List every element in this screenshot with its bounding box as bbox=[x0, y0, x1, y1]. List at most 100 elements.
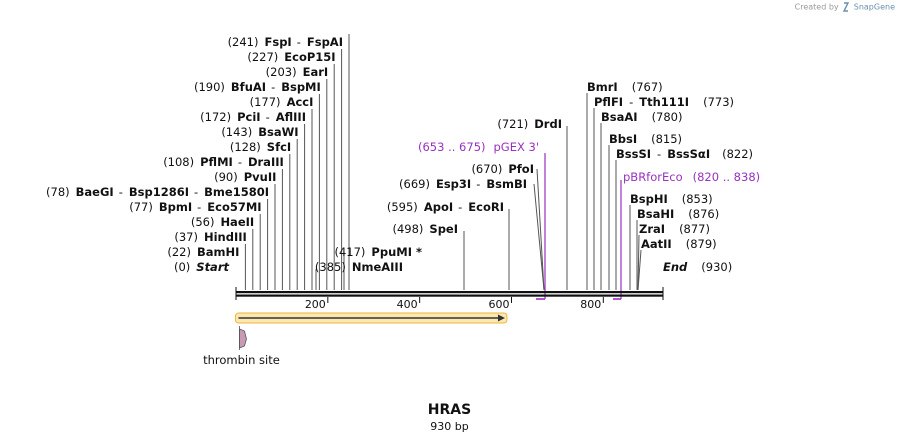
site-enzyme-apoi-1: EcoRI bbox=[468, 200, 504, 214]
site-enzyme-end-0: End bbox=[663, 260, 688, 274]
site-pos-bmri: (767) bbox=[632, 80, 663, 94]
site-pos-pcii: (172) bbox=[200, 110, 231, 124]
site-label-bsahi: BsaHI (876) bbox=[637, 207, 719, 221]
site-enzyme-eari-0: EarI bbox=[303, 65, 329, 79]
feature-track: thrombin site bbox=[203, 312, 508, 367]
site-enzyme-fspi-0: FspI bbox=[265, 35, 292, 49]
site-pos-aatii: (879) bbox=[686, 237, 717, 251]
site-enzyme-pflfi-0: PflFI bbox=[594, 95, 623, 109]
site-pos-fspi: (241) bbox=[228, 35, 259, 49]
site-enzyme-pfoi-0: PfoI bbox=[508, 162, 534, 176]
site-enzyme-pcii-1: AflIII bbox=[276, 110, 306, 124]
thrombin-site-label: thrombin site bbox=[203, 353, 280, 367]
ruler-ticks: 200 400 600 800 bbox=[305, 297, 604, 311]
site-enzyme-esp3i-1: BsmBI bbox=[486, 177, 527, 191]
site-pos-bsaai: (780) bbox=[652, 110, 683, 124]
site-enzyme-zrai-0: ZraI bbox=[639, 222, 665, 236]
site-enzyme-pflmi-1: DraIII bbox=[248, 155, 284, 169]
cut-line-zrai bbox=[637, 234, 640, 291]
site-label-bpmi: (77) BpmI - Eco57MI bbox=[129, 200, 261, 214]
site-enzyme-pflmi-0: PflMI bbox=[200, 155, 233, 169]
site-pos-ppumi: (417) bbox=[334, 245, 365, 259]
site-label-pflmi: (108) PflMI - DraIII bbox=[163, 155, 284, 169]
site-pos-sfci: (128) bbox=[230, 140, 261, 154]
site-label-ecop15i: (227) EcoP15I bbox=[247, 50, 335, 64]
site-label-bsssi: BssSI - BssSαI (822) bbox=[616, 147, 753, 161]
site-pos-apoi: (595) bbox=[387, 200, 418, 214]
site-sep-esp3i-1: - bbox=[476, 177, 480, 191]
primer-label-pgex3: (653 .. 675) pGEX 3' bbox=[418, 140, 539, 154]
site-enzyme-hindiii-0: HindIII bbox=[204, 230, 247, 244]
site-pos-pflmi: (108) bbox=[163, 155, 194, 169]
site-label-nmeaiii: (385) NmeAIII bbox=[315, 260, 403, 274]
tick-label-600: 600 bbox=[488, 298, 509, 311]
site-pos-bbsi: (815) bbox=[651, 132, 682, 146]
site-enzyme-fspi-1: FspAI bbox=[307, 35, 343, 49]
site-enzyme-sfci-0: SfcI bbox=[267, 140, 291, 154]
site-sep-pflfi-1: - bbox=[629, 95, 633, 109]
site-enzyme-start-0: Start bbox=[196, 260, 229, 274]
site-enzyme-apoi-0: ApoI bbox=[424, 200, 453, 214]
site-pos-zrai: (877) bbox=[679, 222, 710, 236]
site-enzyme-pflfi-1: Tth111I bbox=[639, 95, 689, 109]
site-enzyme-ecop15i-0: EcoP15I bbox=[284, 50, 335, 64]
site-label-sfci: (128) SfcI bbox=[230, 140, 291, 154]
site-pos-bsawi: (143) bbox=[221, 125, 252, 139]
site-enzyme-pvuii-0: PvuII bbox=[244, 170, 277, 184]
site-sep-pflmi-1: - bbox=[238, 155, 242, 169]
site-sep-bsssi-1: - bbox=[657, 147, 661, 161]
site-enzyme-bsaai-0: BsaAI bbox=[601, 110, 638, 124]
primer-label-pbrforeco: pBRforEco (820 .. 838) bbox=[623, 170, 760, 184]
tick-label-200: 200 bbox=[305, 298, 326, 311]
site-pos-ecop15i: (227) bbox=[247, 50, 278, 64]
site-label-baegi: (78) BaeGI - Bsp1286I - Bme1580I bbox=[46, 185, 269, 199]
cut-line-esp3i bbox=[533, 183, 545, 291]
site-label-eari: (203) EarI bbox=[266, 65, 329, 79]
site-label-bsawi: (143) BsaWI bbox=[221, 125, 298, 139]
cut-site-lines bbox=[244, 34, 642, 291]
credit-text: Created by bbox=[794, 2, 839, 12]
tick-label-800: 800 bbox=[580, 298, 601, 311]
snapgene-credit: Created by SnapGene bbox=[795, 2, 895, 12]
site-sep-baegi-1: - bbox=[119, 185, 123, 199]
primer-annotations: (653 .. 675) pGEX 3' pBRforEco (820 .. 838) bbox=[418, 140, 760, 300]
site-label-apoi: (595) ApoI - EcoRI bbox=[387, 200, 504, 214]
cut-line-aatii bbox=[637, 249, 642, 291]
site-sep-apoi-1: - bbox=[458, 200, 462, 214]
site-label-bbsi: BbsI (815) bbox=[609, 132, 682, 146]
site-pos-haeii: (56) bbox=[191, 215, 215, 229]
credit-brand: SnapGene bbox=[853, 2, 895, 12]
site-pos-bfuai: (190) bbox=[194, 80, 225, 94]
site-pos-eari: (203) bbox=[266, 65, 297, 79]
site-enzyme-bpmi-1: Eco57MI bbox=[207, 200, 261, 214]
site-label-hindiii: (37) HindIII bbox=[174, 230, 246, 244]
site-pos-esp3i: (669) bbox=[399, 177, 430, 191]
orf-arrow-head bbox=[497, 314, 505, 322]
site-sep-bfuai-1: - bbox=[271, 80, 275, 94]
site-label-bfuai: (190) BfuAI - BspMI bbox=[194, 80, 321, 94]
site-pos-spei: (498) bbox=[392, 222, 423, 236]
site-label-start: (0) Start bbox=[174, 260, 230, 274]
site-enzyme-baegi-2: Bme1580I bbox=[204, 185, 269, 199]
site-enzyme-bfuai-0: BfuAI bbox=[231, 80, 266, 94]
site-label-bsaai: BsaAI (780) bbox=[601, 110, 683, 124]
site-pos-bsssi: (822) bbox=[722, 147, 753, 161]
site-label-pflfi: PflFI - Tth111I (773) bbox=[594, 95, 734, 109]
snapgene-logo-icon bbox=[843, 2, 850, 12]
site-enzyme-bsahi-0: BsaHI bbox=[637, 207, 674, 221]
cut-site-labels: (0) Start(22) BamHI(37) HindIII(56) HaeII(77… bbox=[46, 35, 753, 274]
site-pos-start: (0) bbox=[174, 260, 190, 274]
site-enzyme-baegi-1: Bsp1286I bbox=[129, 185, 189, 199]
site-label-acci: (177) AccI bbox=[250, 95, 314, 109]
site-enzyme-drdi-0: DrdI bbox=[534, 117, 562, 131]
site-label-spei: (498) SpeI bbox=[392, 222, 458, 236]
backbone-top-strand bbox=[236, 291, 663, 294]
primer-name-pgex3: pGEX 3' bbox=[494, 140, 540, 154]
site-enzyme-pcii-0: PciI bbox=[237, 110, 260, 124]
primer-name-pbrforeco: (820 .. 838) bbox=[693, 170, 761, 184]
site-enzyme-ppumi-0: PpuMI * bbox=[371, 245, 422, 259]
sequence-map: (0) Start(22) BamHI(37) HindIII(56) HaeII(77… bbox=[46, 34, 760, 367]
primer-range-pgex3: (653 .. 675) bbox=[418, 140, 486, 154]
site-label-end: End (930) bbox=[663, 260, 732, 274]
site-enzyme-baegi-0: BaeGI bbox=[76, 185, 114, 199]
